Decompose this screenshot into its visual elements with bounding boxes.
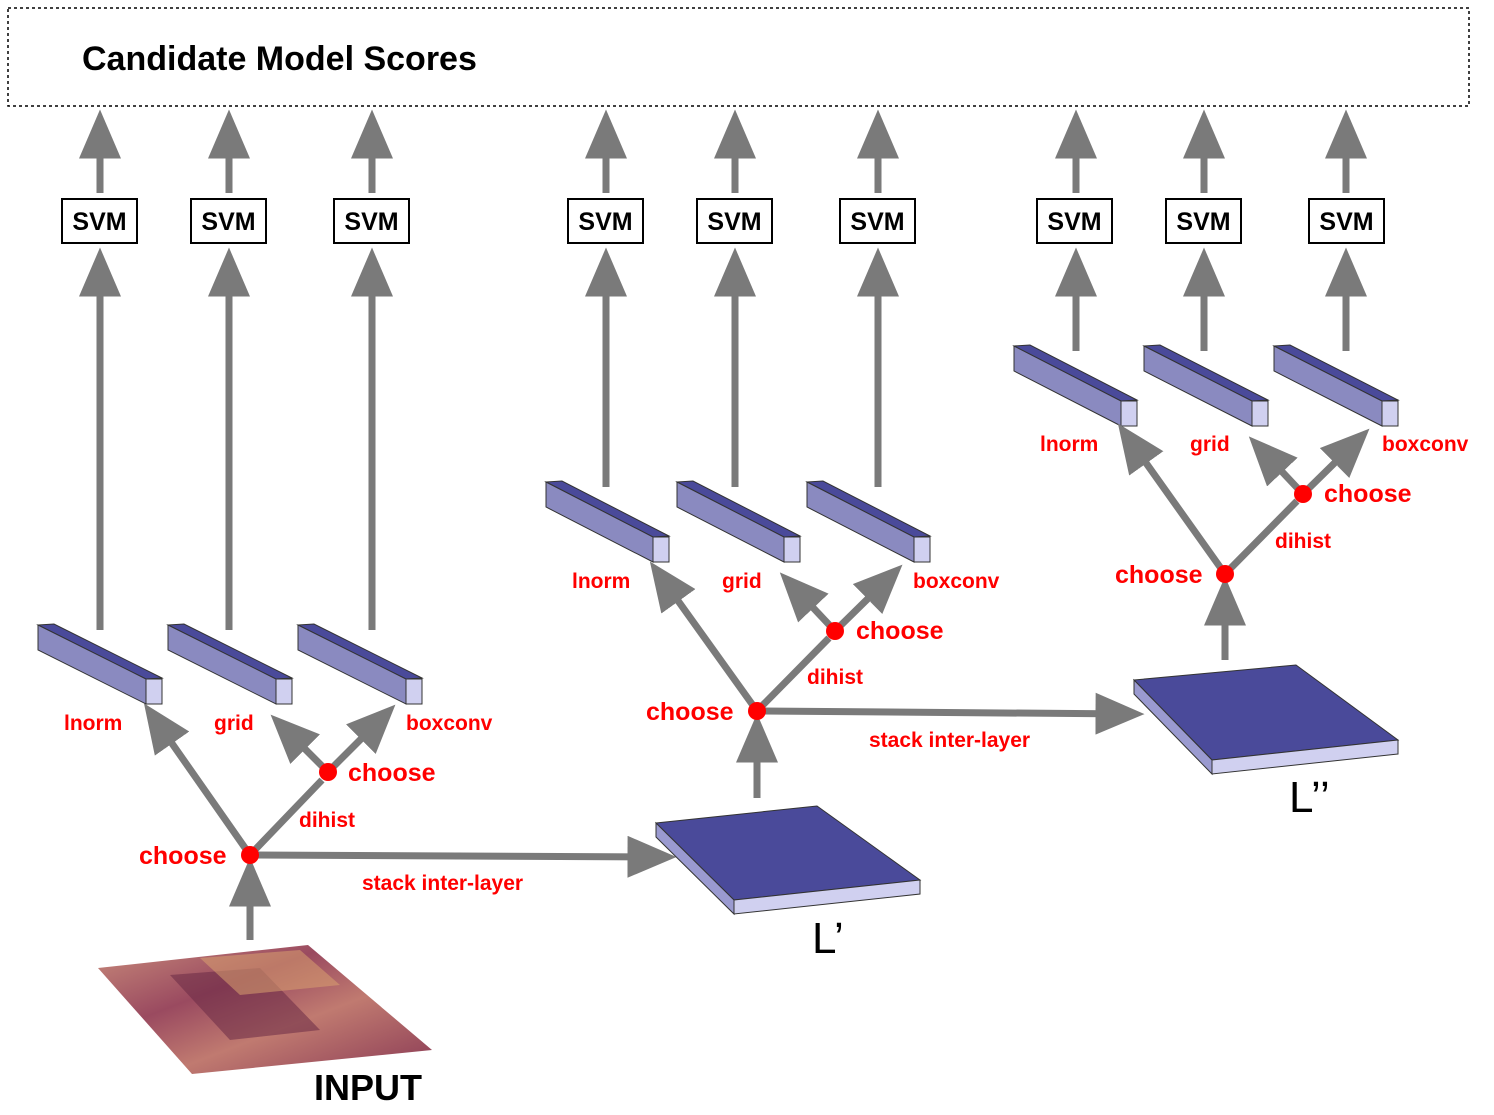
choose-node <box>1216 565 1234 583</box>
choose-node <box>1294 485 1312 503</box>
choose-label: choose <box>856 617 944 645</box>
feature-bar <box>166 623 294 705</box>
svm-label: SVM <box>72 208 126 236</box>
input-label: INPUT <box>314 1067 422 1108</box>
feature-bar <box>544 480 671 563</box>
svm-label: SVM <box>201 208 255 236</box>
feature-bar <box>675 480 802 563</box>
branch-label-lnorm: lnorm <box>1040 433 1098 456</box>
arrows <box>1055 109 1370 660</box>
feature-bar <box>1012 344 1139 427</box>
input-image <box>98 945 432 1074</box>
stage-1: SVM SVM SVM lnorm grid boxconv choose di… <box>36 109 677 940</box>
scores-box: Candidate Model Scores <box>7 7 1470 107</box>
branch-label-boxconv: boxconv <box>913 570 1000 593</box>
choose-node <box>748 702 766 720</box>
svm-box: SVM <box>1308 198 1385 244</box>
svm-label: SVM <box>578 208 632 236</box>
choose-node <box>826 622 844 640</box>
svm-box: SVM <box>190 198 267 244</box>
svm-box: SVM <box>333 198 410 244</box>
svm-box: SVM <box>1165 198 1242 244</box>
feature-bar <box>1272 344 1400 427</box>
feature-bar <box>1142 344 1270 427</box>
dihist-label: dihist <box>299 809 355 832</box>
branch-label-lnorm: lnorm <box>64 712 122 735</box>
choose-label: choose <box>1115 561 1203 589</box>
branch-label-lnorm: lnorm <box>572 570 630 593</box>
svm-box: SVM <box>839 198 916 244</box>
branch-label-grid: grid <box>722 570 762 593</box>
choose-label: choose <box>1324 480 1412 508</box>
feature-bar <box>36 623 164 705</box>
choose-label: choose <box>348 759 436 787</box>
svm-label: SVM <box>850 208 904 236</box>
branch-label-grid: grid <box>214 712 254 735</box>
choose-label: choose <box>139 842 227 870</box>
branch-label-boxconv: boxconv <box>406 712 493 735</box>
svm-label: SVM <box>707 208 761 236</box>
branch-label-boxconv: boxconv <box>1382 433 1469 456</box>
scores-title: Candidate Model Scores <box>82 40 477 78</box>
svm-box: SVM <box>61 198 138 244</box>
stage-3: SVM SVM SVM lnorm grid boxconv choose di… <box>1012 109 1469 660</box>
arrows <box>79 109 677 940</box>
stack-label: stack inter-layer <box>362 872 523 895</box>
arrows <box>585 109 1145 798</box>
svm-label: SVM <box>1176 208 1230 236</box>
stack-label: stack inter-layer <box>869 729 1030 752</box>
choose-node <box>319 763 337 781</box>
choose-label: choose <box>646 698 734 726</box>
branch-label-grid: grid <box>1190 433 1230 456</box>
svm-box: SVM <box>696 198 773 244</box>
svm-box: SVM <box>1036 198 1113 244</box>
layer-l-prime <box>654 805 922 916</box>
layer-label: L’’ <box>1289 773 1330 822</box>
svm-label: SVM <box>1047 208 1101 236</box>
svm-box: SVM <box>567 198 644 244</box>
stage-2: SVM SVM SVM lnorm grid boxconv choose di… <box>544 109 1145 798</box>
dihist-label: dihist <box>807 666 863 689</box>
svm-label: SVM <box>1319 208 1373 236</box>
svm-label: SVM <box>344 208 398 236</box>
dihist-label: dihist <box>1275 530 1331 553</box>
choose-node <box>241 846 259 864</box>
layer-l-double-prime <box>1132 664 1400 776</box>
feature-bar <box>805 480 932 563</box>
feature-bar <box>296 623 424 705</box>
layer-label: L’ <box>812 914 844 963</box>
